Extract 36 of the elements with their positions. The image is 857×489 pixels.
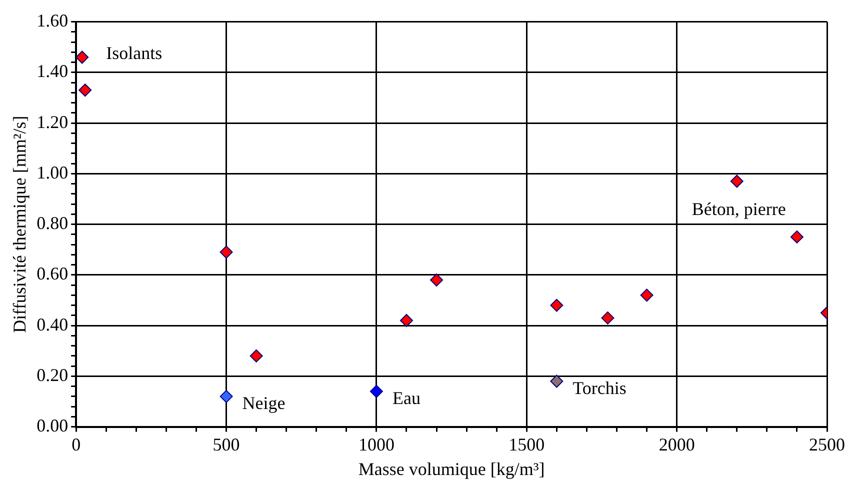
point <box>550 374 564 388</box>
point <box>730 174 744 188</box>
point <box>76 50 89 64</box>
y-tick-label: 1.00 <box>36 162 68 182</box>
y-tick-label: 1.20 <box>36 112 68 132</box>
annotation: Béton, pierre <box>692 198 786 219</box>
point <box>430 273 444 286</box>
y-tick-label: 0.00 <box>36 416 68 436</box>
point <box>370 384 383 398</box>
y-tick-label: 1.60 <box>36 10 68 31</box>
x-tick-label: 1000 <box>358 434 394 454</box>
x-axis-title: Masse volumique [kg/m³] <box>358 458 545 479</box>
point <box>400 314 413 327</box>
y-tick-label: 0.80 <box>36 213 68 234</box>
point <box>220 390 233 403</box>
x-tick-label: 2000 <box>658 434 695 454</box>
series-label: Eau <box>392 388 420 408</box>
point <box>790 230 804 244</box>
x-tick-label: 500 <box>212 434 240 454</box>
y-tick-label: 0.60 <box>36 264 68 284</box>
point <box>550 298 564 312</box>
y-tick-label: 0.40 <box>36 314 68 334</box>
series-label: Torchis <box>572 378 626 398</box>
annotation: Isolants <box>106 42 162 63</box>
x-tick-label: 1500 <box>508 434 545 454</box>
y-axis-title: Diffusivité thermique [mm²/s] <box>10 116 30 333</box>
x-tick-label: 2500 <box>809 434 845 454</box>
point <box>220 246 233 259</box>
point <box>640 288 654 302</box>
point <box>78 84 92 97</box>
point <box>250 349 263 362</box>
point <box>601 311 614 324</box>
x-tick-label: 0 <box>72 434 81 454</box>
y-tick-label: 0.20 <box>36 364 68 385</box>
y-tick-label: 1.40 <box>36 61 68 82</box>
series-label: Neige <box>242 393 286 414</box>
